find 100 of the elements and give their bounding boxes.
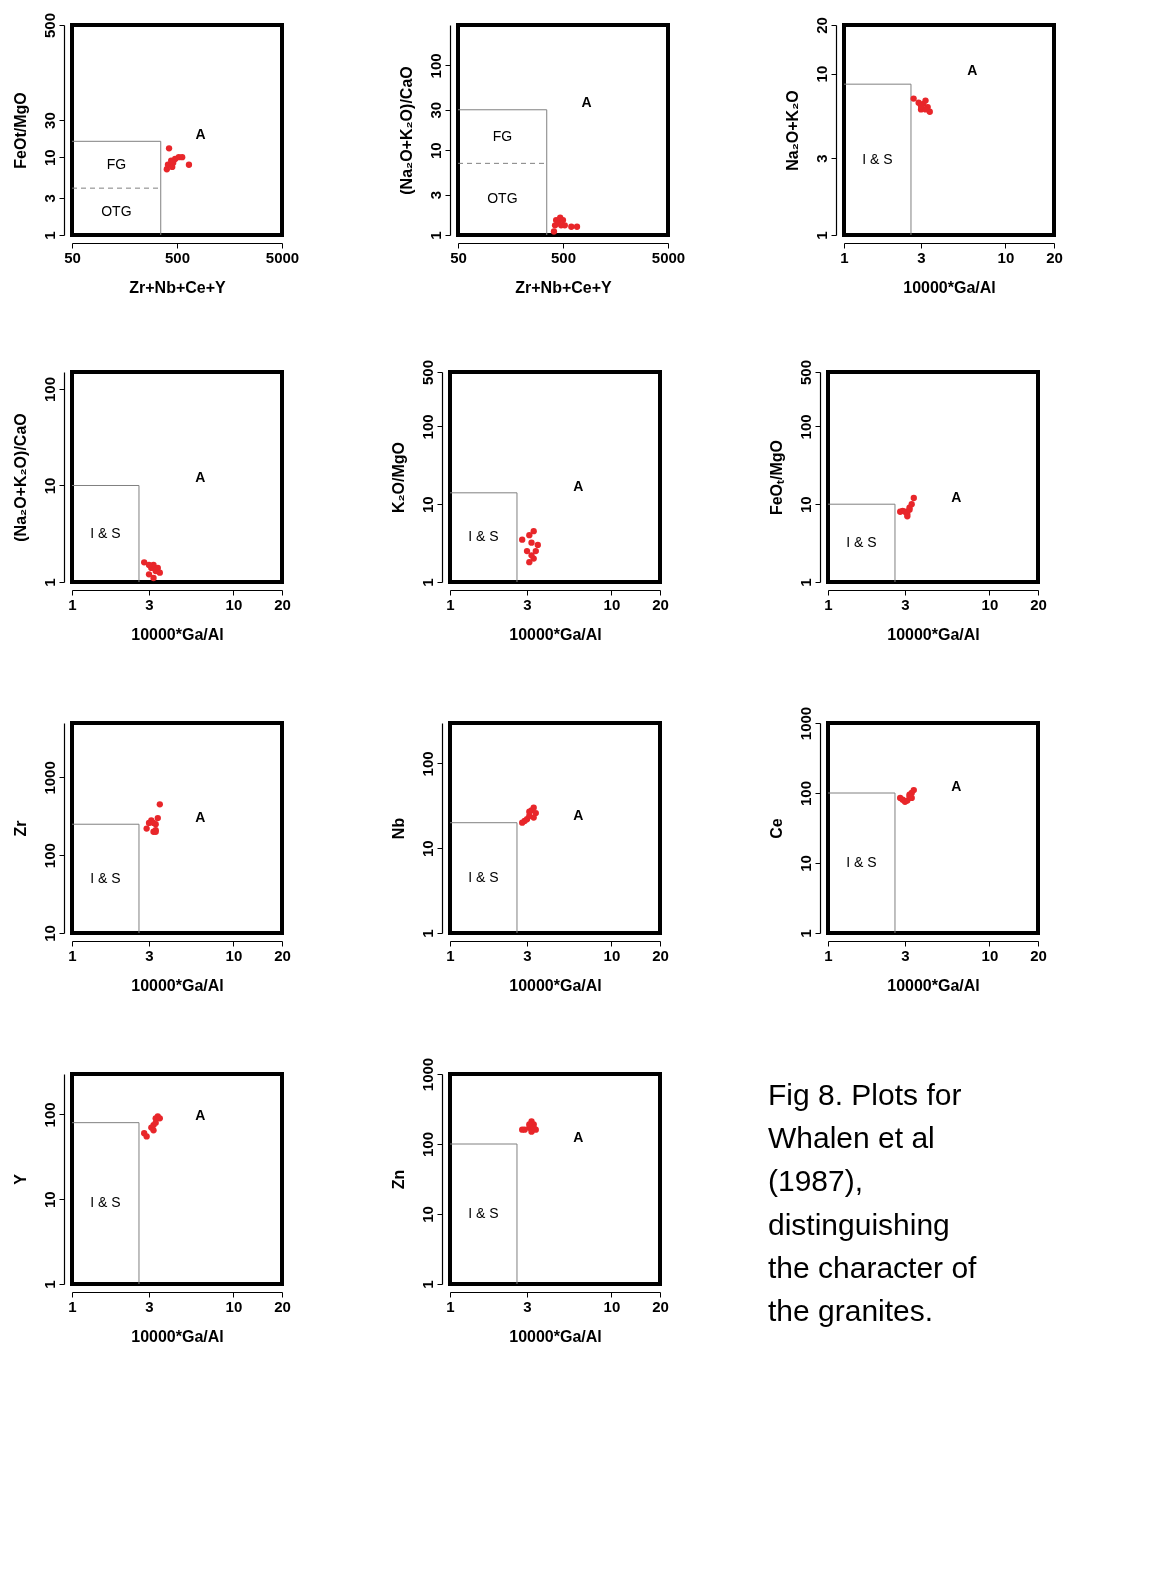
x-axis-title: 10000*Ga/Al xyxy=(509,976,602,994)
x-tick-label: 20 xyxy=(274,595,291,613)
y-tick-label: 1000 xyxy=(796,706,814,741)
x-axis-title: 10000*Ga/Al xyxy=(887,625,980,643)
y-tick-label: 10 xyxy=(40,477,58,495)
annotation: I & S xyxy=(90,524,121,541)
x-axis-title: 10000*Ga/Al xyxy=(131,976,224,994)
y-axis-title: K₂O/MgO xyxy=(389,441,407,514)
annotation: I & S xyxy=(468,868,499,885)
x-tick-label: 3 xyxy=(901,595,910,613)
x-tick-label: 10 xyxy=(225,595,243,613)
annotation: A xyxy=(951,489,962,506)
y-tick-label: 500 xyxy=(796,359,814,386)
x-tick-label: 10 xyxy=(603,595,621,613)
text: distinguishing xyxy=(768,1207,950,1241)
y-tick-label: 100 xyxy=(796,414,814,440)
y-tick-label: 10 xyxy=(796,496,814,514)
x-axis-title: 10000*Ga/Al xyxy=(131,625,224,643)
annotation: A xyxy=(195,126,206,143)
x-tick-label: 500 xyxy=(164,248,191,266)
annotation: FG xyxy=(106,155,127,172)
annotation: I & S xyxy=(90,869,121,886)
x-tick-label: 3 xyxy=(145,1297,154,1315)
x-tick-label: 500 xyxy=(550,248,577,266)
y-tick-label: 100 xyxy=(40,1102,58,1128)
x-tick-label: 3 xyxy=(145,946,154,964)
y-axis-title: Nb xyxy=(389,817,407,840)
annotation: A xyxy=(573,806,584,823)
y-axis-title: Zn xyxy=(389,1169,407,1190)
x-tick-label: 10 xyxy=(225,1297,243,1315)
x-tick-label: 5000 xyxy=(265,248,300,266)
annotation: OTG xyxy=(487,190,518,207)
y-tick-label: 100 xyxy=(418,751,436,777)
annotation: I & S xyxy=(468,1205,499,1221)
x-tick-label: 3 xyxy=(523,595,532,613)
x-tick-label: 10 xyxy=(981,595,999,613)
x-tick-label: 20 xyxy=(274,946,291,964)
x-axis-title: Zr+Nb+Ce+Y xyxy=(515,278,613,296)
y-tick-label: 10 xyxy=(40,925,58,942)
x-tick-label: 1 xyxy=(68,1297,77,1315)
annotation: A xyxy=(951,778,962,795)
y-tick-label: 10 xyxy=(796,855,814,872)
y-tick-label: 500 xyxy=(40,12,58,39)
y-tick-label: 100 xyxy=(40,843,58,869)
x-tick-label: 10 xyxy=(225,946,243,964)
x-axis-title: 10000*Ga/Al xyxy=(903,278,996,296)
y-tick-label: 10 xyxy=(418,496,436,514)
text: the granites. xyxy=(768,1294,934,1328)
y-tick-label: 30 xyxy=(40,112,58,129)
x-tick-label: 20 xyxy=(1046,248,1063,266)
x-axis-title: Zr+Nb+Ce+Y xyxy=(129,278,227,296)
y-tick-label: 1 xyxy=(812,231,830,240)
y-tick-label: 1 xyxy=(796,578,814,587)
y-tick-label: 3 xyxy=(40,194,58,203)
text: the character of xyxy=(768,1251,978,1284)
y-tick-label: 3 xyxy=(812,154,830,163)
annotation: FG xyxy=(492,127,513,144)
annotation: A xyxy=(195,1106,206,1123)
x-axis-title: 10000*Ga/Al xyxy=(887,976,980,994)
x-tick-label: 1 xyxy=(840,248,849,266)
y-axis-title: (Na₂O+K₂O)/CaO xyxy=(397,66,415,195)
text: (1987), xyxy=(768,1164,864,1198)
y-tick-label: 1000 xyxy=(40,761,58,795)
y-tick-label: 1 xyxy=(426,231,444,240)
y-tick-label: 1 xyxy=(418,1280,436,1289)
x-tick-label: 1 xyxy=(446,946,455,964)
y-tick-label: 3 xyxy=(426,190,444,200)
y-tick-label: 100 xyxy=(418,414,436,440)
annotation: A xyxy=(967,62,978,79)
x-tick-label: 50 xyxy=(64,248,81,266)
y-axis-title: Ce xyxy=(767,818,785,839)
x-tick-label: 1 xyxy=(446,595,455,613)
x-tick-label: 20 xyxy=(1030,595,1047,613)
annotation: A xyxy=(195,809,206,826)
caption: Fig 8. Plots for xyxy=(768,1077,962,1111)
x-axis-title: 10000*Ga/Al xyxy=(131,1327,224,1345)
y-tick-label: 1000 xyxy=(418,1057,436,1092)
annotation: I & S xyxy=(862,150,893,167)
y-axis-title: Na₂O+K₂O xyxy=(783,90,801,171)
annotation: I & S xyxy=(90,1194,121,1211)
y-tick-label: 10 xyxy=(418,1206,436,1223)
x-tick-label: 10 xyxy=(603,1297,621,1315)
y-tick-label: 30 xyxy=(426,101,444,119)
annotation: I & S xyxy=(468,528,499,545)
y-tick-label: 10 xyxy=(812,65,830,83)
x-tick-label: 10 xyxy=(997,248,1015,266)
y-tick-label: 100 xyxy=(418,1131,436,1158)
x-tick-label: 10 xyxy=(603,946,621,964)
x-tick-label: 20 xyxy=(652,946,669,964)
y-tick-label: 1 xyxy=(40,1280,58,1289)
x-tick-label: 20 xyxy=(652,1297,669,1315)
y-axis-title: Zr xyxy=(11,820,29,837)
y-tick-label: 1 xyxy=(796,929,814,938)
x-tick-label: 5000 xyxy=(651,248,686,266)
x-tick-label: 10 xyxy=(981,946,999,964)
y-tick-label: 10 xyxy=(40,1191,58,1209)
annotation: A xyxy=(573,477,584,494)
annotation: A xyxy=(573,1129,584,1146)
y-tick-label: 1 xyxy=(40,231,58,240)
annotation: A xyxy=(195,468,206,485)
